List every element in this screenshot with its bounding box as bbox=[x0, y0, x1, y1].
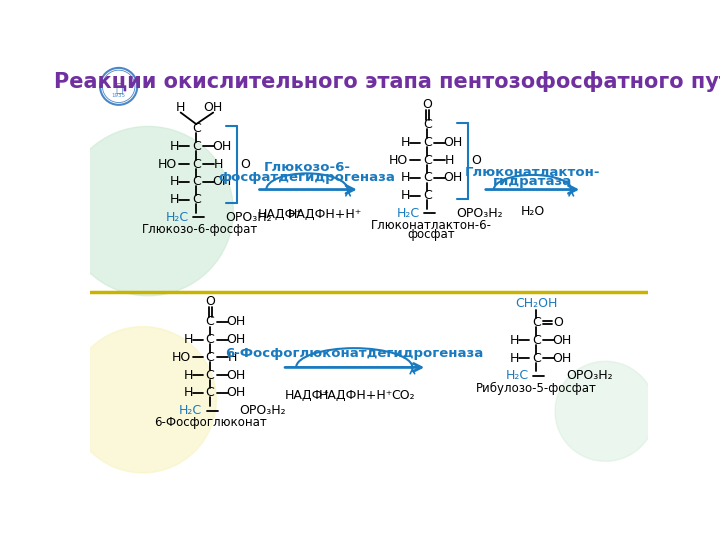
Text: C: C bbox=[206, 351, 215, 364]
Text: C: C bbox=[423, 172, 431, 185]
Text: C: C bbox=[192, 140, 201, 153]
Text: H₂O: H₂O bbox=[521, 205, 544, 218]
Text: OPO₃H₂: OPO₃H₂ bbox=[225, 211, 272, 224]
Text: C: C bbox=[423, 189, 431, 202]
Text: H: H bbox=[401, 172, 410, 185]
Text: OH: OH bbox=[212, 140, 231, 153]
Text: Глюконатлактон-6-: Глюконатлактон-6- bbox=[371, 219, 492, 232]
Text: C: C bbox=[192, 158, 201, 171]
Text: C: C bbox=[192, 176, 201, 188]
Text: OPO₃H₂: OPO₃H₂ bbox=[566, 369, 613, 382]
Text: OH: OH bbox=[443, 172, 462, 185]
Text: C: C bbox=[423, 136, 431, 149]
Text: НАДФ⁺: НАДФ⁺ bbox=[284, 389, 330, 402]
Text: 6-Фосфоглюконат: 6-Фосфоглюконат bbox=[154, 416, 266, 429]
Text: H: H bbox=[510, 352, 519, 365]
Text: OPO₃H₂: OPO₃H₂ bbox=[456, 207, 503, 220]
Text: 6-Фосфоглюконатдегидрогеназа: 6-Фосфоглюконатдегидрогеназа bbox=[225, 347, 483, 360]
Text: O: O bbox=[240, 158, 250, 171]
Text: CH₂OH: CH₂OH bbox=[516, 297, 557, 310]
Text: C: C bbox=[423, 154, 431, 167]
Text: OH: OH bbox=[226, 315, 246, 328]
Text: OH: OH bbox=[212, 176, 231, 188]
Text: H: H bbox=[510, 334, 519, 347]
Circle shape bbox=[69, 327, 216, 473]
Circle shape bbox=[63, 126, 233, 296]
Text: Глюкозо-6-: Глюкозо-6- bbox=[264, 161, 351, 174]
Text: H: H bbox=[184, 369, 193, 382]
Text: H₂C: H₂C bbox=[166, 211, 189, 224]
Text: O: O bbox=[471, 154, 481, 167]
Text: C: C bbox=[192, 193, 201, 206]
Text: H: H bbox=[170, 176, 179, 188]
Text: H: H bbox=[445, 154, 454, 167]
Text: OH: OH bbox=[552, 352, 572, 365]
Text: HO: HO bbox=[172, 351, 191, 364]
Text: C: C bbox=[206, 386, 215, 399]
Text: Глюкозо-6-фосфат: Глюкозо-6-фосфат bbox=[142, 223, 258, 236]
Text: C: C bbox=[192, 122, 201, 135]
Text: H: H bbox=[214, 158, 223, 171]
Text: C: C bbox=[423, 118, 431, 131]
Text: OH: OH bbox=[226, 333, 246, 346]
Text: H: H bbox=[184, 333, 193, 346]
Text: OPO₃H₂: OPO₃H₂ bbox=[240, 404, 287, 417]
Text: C: C bbox=[532, 334, 541, 347]
Text: CO₂: CO₂ bbox=[391, 389, 415, 402]
Text: Реакции окислительного этапа пентозофосфатного пути: Реакции окислительного этапа пентозофосф… bbox=[54, 71, 720, 92]
Text: H: H bbox=[228, 351, 238, 364]
Text: фосфат: фосфат bbox=[408, 228, 455, 241]
Text: OH: OH bbox=[204, 100, 223, 113]
Text: O: O bbox=[205, 295, 215, 308]
Text: НАДФ⁺: НАДФ⁺ bbox=[257, 208, 302, 221]
Text: H₂C: H₂C bbox=[505, 369, 528, 382]
Text: HO: HO bbox=[389, 154, 408, 167]
Text: Глюконатлактон-: Глюконатлактон- bbox=[465, 166, 600, 179]
Text: 1935: 1935 bbox=[112, 93, 126, 98]
Text: ⬜: ⬜ bbox=[115, 82, 122, 95]
Text: H: H bbox=[184, 386, 193, 399]
Text: H: H bbox=[401, 136, 410, 149]
Text: H: H bbox=[170, 140, 179, 153]
Text: C: C bbox=[206, 315, 215, 328]
Text: H₂C: H₂C bbox=[179, 404, 202, 417]
Circle shape bbox=[555, 361, 656, 461]
Text: O: O bbox=[553, 316, 563, 329]
Text: OH: OH bbox=[226, 386, 246, 399]
Text: OH: OH bbox=[226, 369, 246, 382]
Text: C: C bbox=[206, 369, 215, 382]
Text: H: H bbox=[170, 193, 179, 206]
Text: OH: OH bbox=[443, 136, 462, 149]
Text: Рибулозо-5-фосфат: Рибулозо-5-фосфат bbox=[476, 382, 597, 395]
Text: гидратаза: гидратаза bbox=[493, 176, 572, 188]
Text: H: H bbox=[401, 189, 410, 202]
Text: H₂C: H₂C bbox=[396, 207, 419, 220]
Text: H: H bbox=[176, 100, 185, 113]
Text: C: C bbox=[206, 333, 215, 346]
Text: фосфатдегидрогеназа: фосфатдегидрогеназа bbox=[219, 172, 395, 185]
Text: C: C bbox=[532, 316, 541, 329]
Text: НАДФН+Н⁺: НАДФН+Н⁺ bbox=[319, 389, 393, 402]
Text: O: O bbox=[422, 98, 432, 111]
Text: HO: HO bbox=[158, 158, 177, 171]
Text: C: C bbox=[532, 352, 541, 365]
Text: OH: OH bbox=[552, 334, 572, 347]
Text: НАДФН+Н⁺: НАДФН+Н⁺ bbox=[287, 208, 362, 221]
